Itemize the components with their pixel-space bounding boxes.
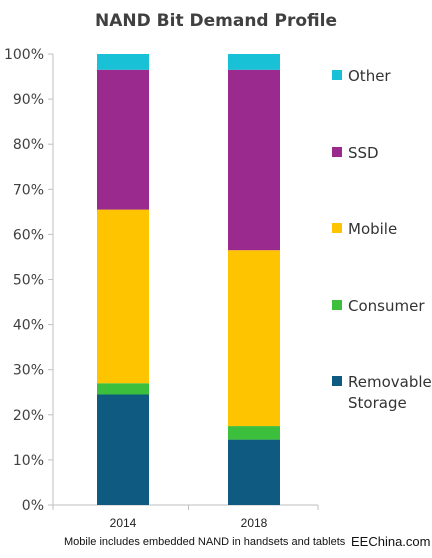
chart-axes: 0% 10% 20% 30% 40% 50% 60% 70% 80% 90% 100% 2014 201… <box>4 47 319 530</box>
y-tick-label: 10% <box>13 453 44 469</box>
legend-label-ssd: SSD <box>348 144 379 162</box>
bar-segment-ssd-2014 <box>97 69 149 210</box>
bar-segment-consumer-2014 <box>97 383 149 395</box>
legend-label-other: Other <box>348 67 391 85</box>
chart-legend: Other SSD Mobile Consumer Removable Storage <box>332 67 432 412</box>
y-tick-label: 50% <box>13 273 44 289</box>
y-tick-label: 0% <box>22 498 44 514</box>
y-tick-label: 80% <box>13 137 44 153</box>
bar-segment-ssd-2018 <box>228 69 280 251</box>
x-tick-label: 2018 <box>241 516 268 530</box>
x-tick-label: 2014 <box>110 516 137 530</box>
bar-segment-removable-storage-2018 <box>228 439 280 505</box>
bar-segment-mobile-2018 <box>228 250 280 427</box>
chart-footnote: Mobile includes embedded NAND in handset… <box>64 536 346 548</box>
y-tick-label: 20% <box>13 408 44 424</box>
legend-label-mobile: Mobile <box>348 220 397 238</box>
y-tick-label: 70% <box>13 182 44 198</box>
y-tick-label: 100% <box>4 47 44 63</box>
y-tick-label: 30% <box>13 363 44 379</box>
bar-segment-removable-storage-2014 <box>97 394 149 505</box>
y-tick-label: 60% <box>13 227 44 243</box>
legend-swatch-other <box>332 70 342 80</box>
bar-segment-other-2014 <box>97 54 149 70</box>
bar-segment-other-2018 <box>228 54 280 70</box>
legend-label-removable-storage: Removable Storage <box>348 373 432 412</box>
legend-swatch-consumer <box>332 300 342 310</box>
legend-swatch-removable-storage <box>332 376 342 386</box>
y-tick-label: 40% <box>13 318 44 334</box>
y-tick-label: 90% <box>13 92 44 108</box>
chart-bars <box>97 54 280 505</box>
legend-swatch-ssd <box>332 147 342 157</box>
source-watermark: EEChina.com <box>351 534 430 549</box>
legend-label-consumer: Consumer <box>348 297 425 315</box>
bar-segment-consumer-2018 <box>228 426 280 440</box>
legend-swatch-mobile <box>332 223 342 233</box>
bar-segment-mobile-2014 <box>97 209 149 384</box>
chart-title: NAND Bit Demand Profile <box>95 11 337 31</box>
